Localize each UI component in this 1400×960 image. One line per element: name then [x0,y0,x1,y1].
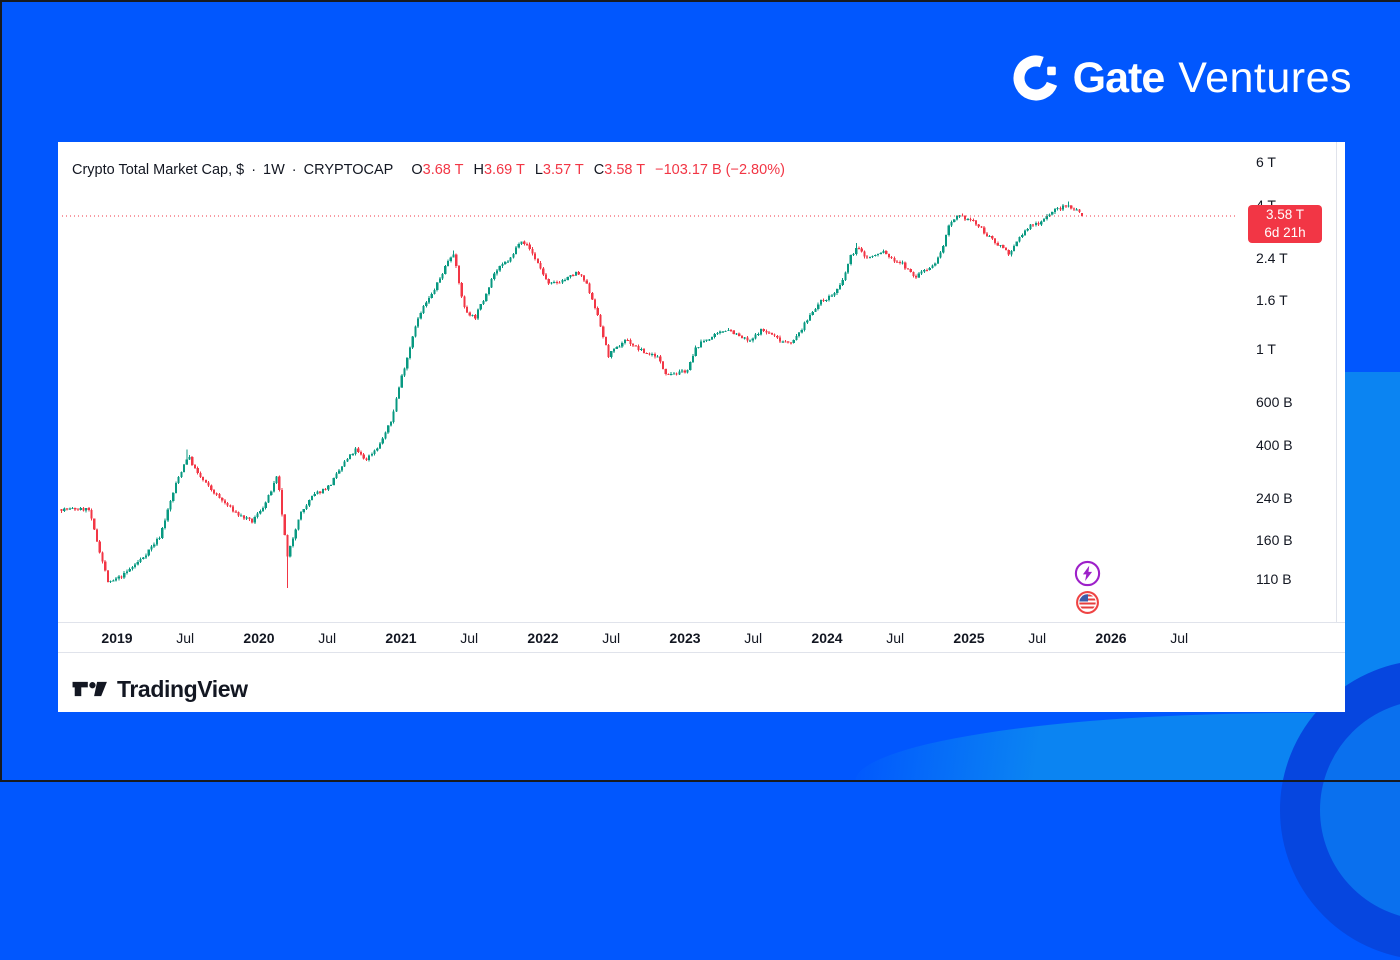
change-value: −103.17 B (−2.80%) [655,162,785,178]
screenshot-frame-top [0,0,1400,2]
chart-card: Crypto Total Market Cap, $ · 1W · CRYPTO… [58,142,1345,712]
time-tick-year: 2020 [243,629,275,646]
time-tick-month: Jul [602,629,621,646]
brand-name-gate: Gate [1072,54,1166,102]
price-tick-label: 2.4 T [1256,249,1288,266]
price-scale-separator [1336,142,1337,622]
ohlc-values: O3.68 T H3.69 T L3.57 T C3.58 T [411,162,645,178]
chart-legend: Crypto Total Market Cap, $ · 1W · CRYPTO… [72,160,785,180]
symbol-title: Crypto Total Market Cap, $ [72,162,245,178]
price-tick-label: 1 T [1256,341,1276,357]
ohlc-pair: C3.58 T [593,162,646,178]
screenshot-frame-left [0,0,2,782]
lightning-event-icon[interactable] [1074,560,1101,587]
interval-label: 1W [263,162,285,178]
price-tick-label: 110 B [1256,571,1292,588]
price-tick-label: 6 T [1256,154,1276,171]
time-tick-year: 2023 [669,629,701,646]
time-tick-month: Jul [176,629,195,646]
time-tick-month: Jul [1028,629,1047,646]
candlestick-plot-area[interactable] [58,142,1240,622]
brand-name-ventures: Ventures [1178,54,1352,102]
time-tick-year: 2022 [527,629,559,646]
time-tick-month: Jul [318,629,337,646]
ohlc-pair: O3.68 T [411,162,464,178]
time-tick-year: 2024 [811,629,843,646]
tradingview-attribution[interactable]: TradingView [72,674,248,704]
gate-ventures-logo: Gate Ventures [1013,52,1352,104]
time-tick-month: Jul [460,629,479,646]
ohlc-pair: L3.57 T [534,162,584,178]
time-tick-year: 2019 [101,629,133,646]
time-tick-month: Jul [744,629,763,646]
last-price-value: 3.58 T [1265,207,1305,223]
exchange-label: CRYPTOCAP [303,162,394,178]
us-flag-event-icon[interactable] [1075,590,1102,617]
price-tick-label: 160 B [1256,532,1293,548]
tradingview-logo-icon [72,674,108,704]
price-tick-label: 600 B [1256,394,1293,411]
ohlc-pair: H3.69 T [473,162,525,178]
time-tick-month: Jul [886,629,905,646]
legend-separator: · [291,162,297,178]
legend-separator: · [251,162,257,178]
time-tick-year: 2026 [1095,629,1127,646]
tradingview-wordmark: TradingView [117,675,248,702]
price-tick-label: 400 B [1256,436,1293,453]
time-axis[interactable]: 2019 Jul 2020 Jul 2021 Jul 2022 Jul 2023 Jul 2024 J… [58,622,1345,653]
screenshot-frame-bottom [0,780,1400,782]
time-tick-month: Jul [1170,629,1189,646]
gate-circle-g-icon [1013,55,1059,101]
last-price-badge[interactable]: 3.58 T 6d 21h [1248,205,1322,244]
time-tick-year: 2025 [953,629,985,646]
bar-countdown: 6d 21h [1264,225,1306,241]
price-tick-label: 1.6 T [1256,292,1288,308]
price-tick-label: 240 B [1256,489,1293,506]
time-tick-year: 2021 [385,629,417,646]
